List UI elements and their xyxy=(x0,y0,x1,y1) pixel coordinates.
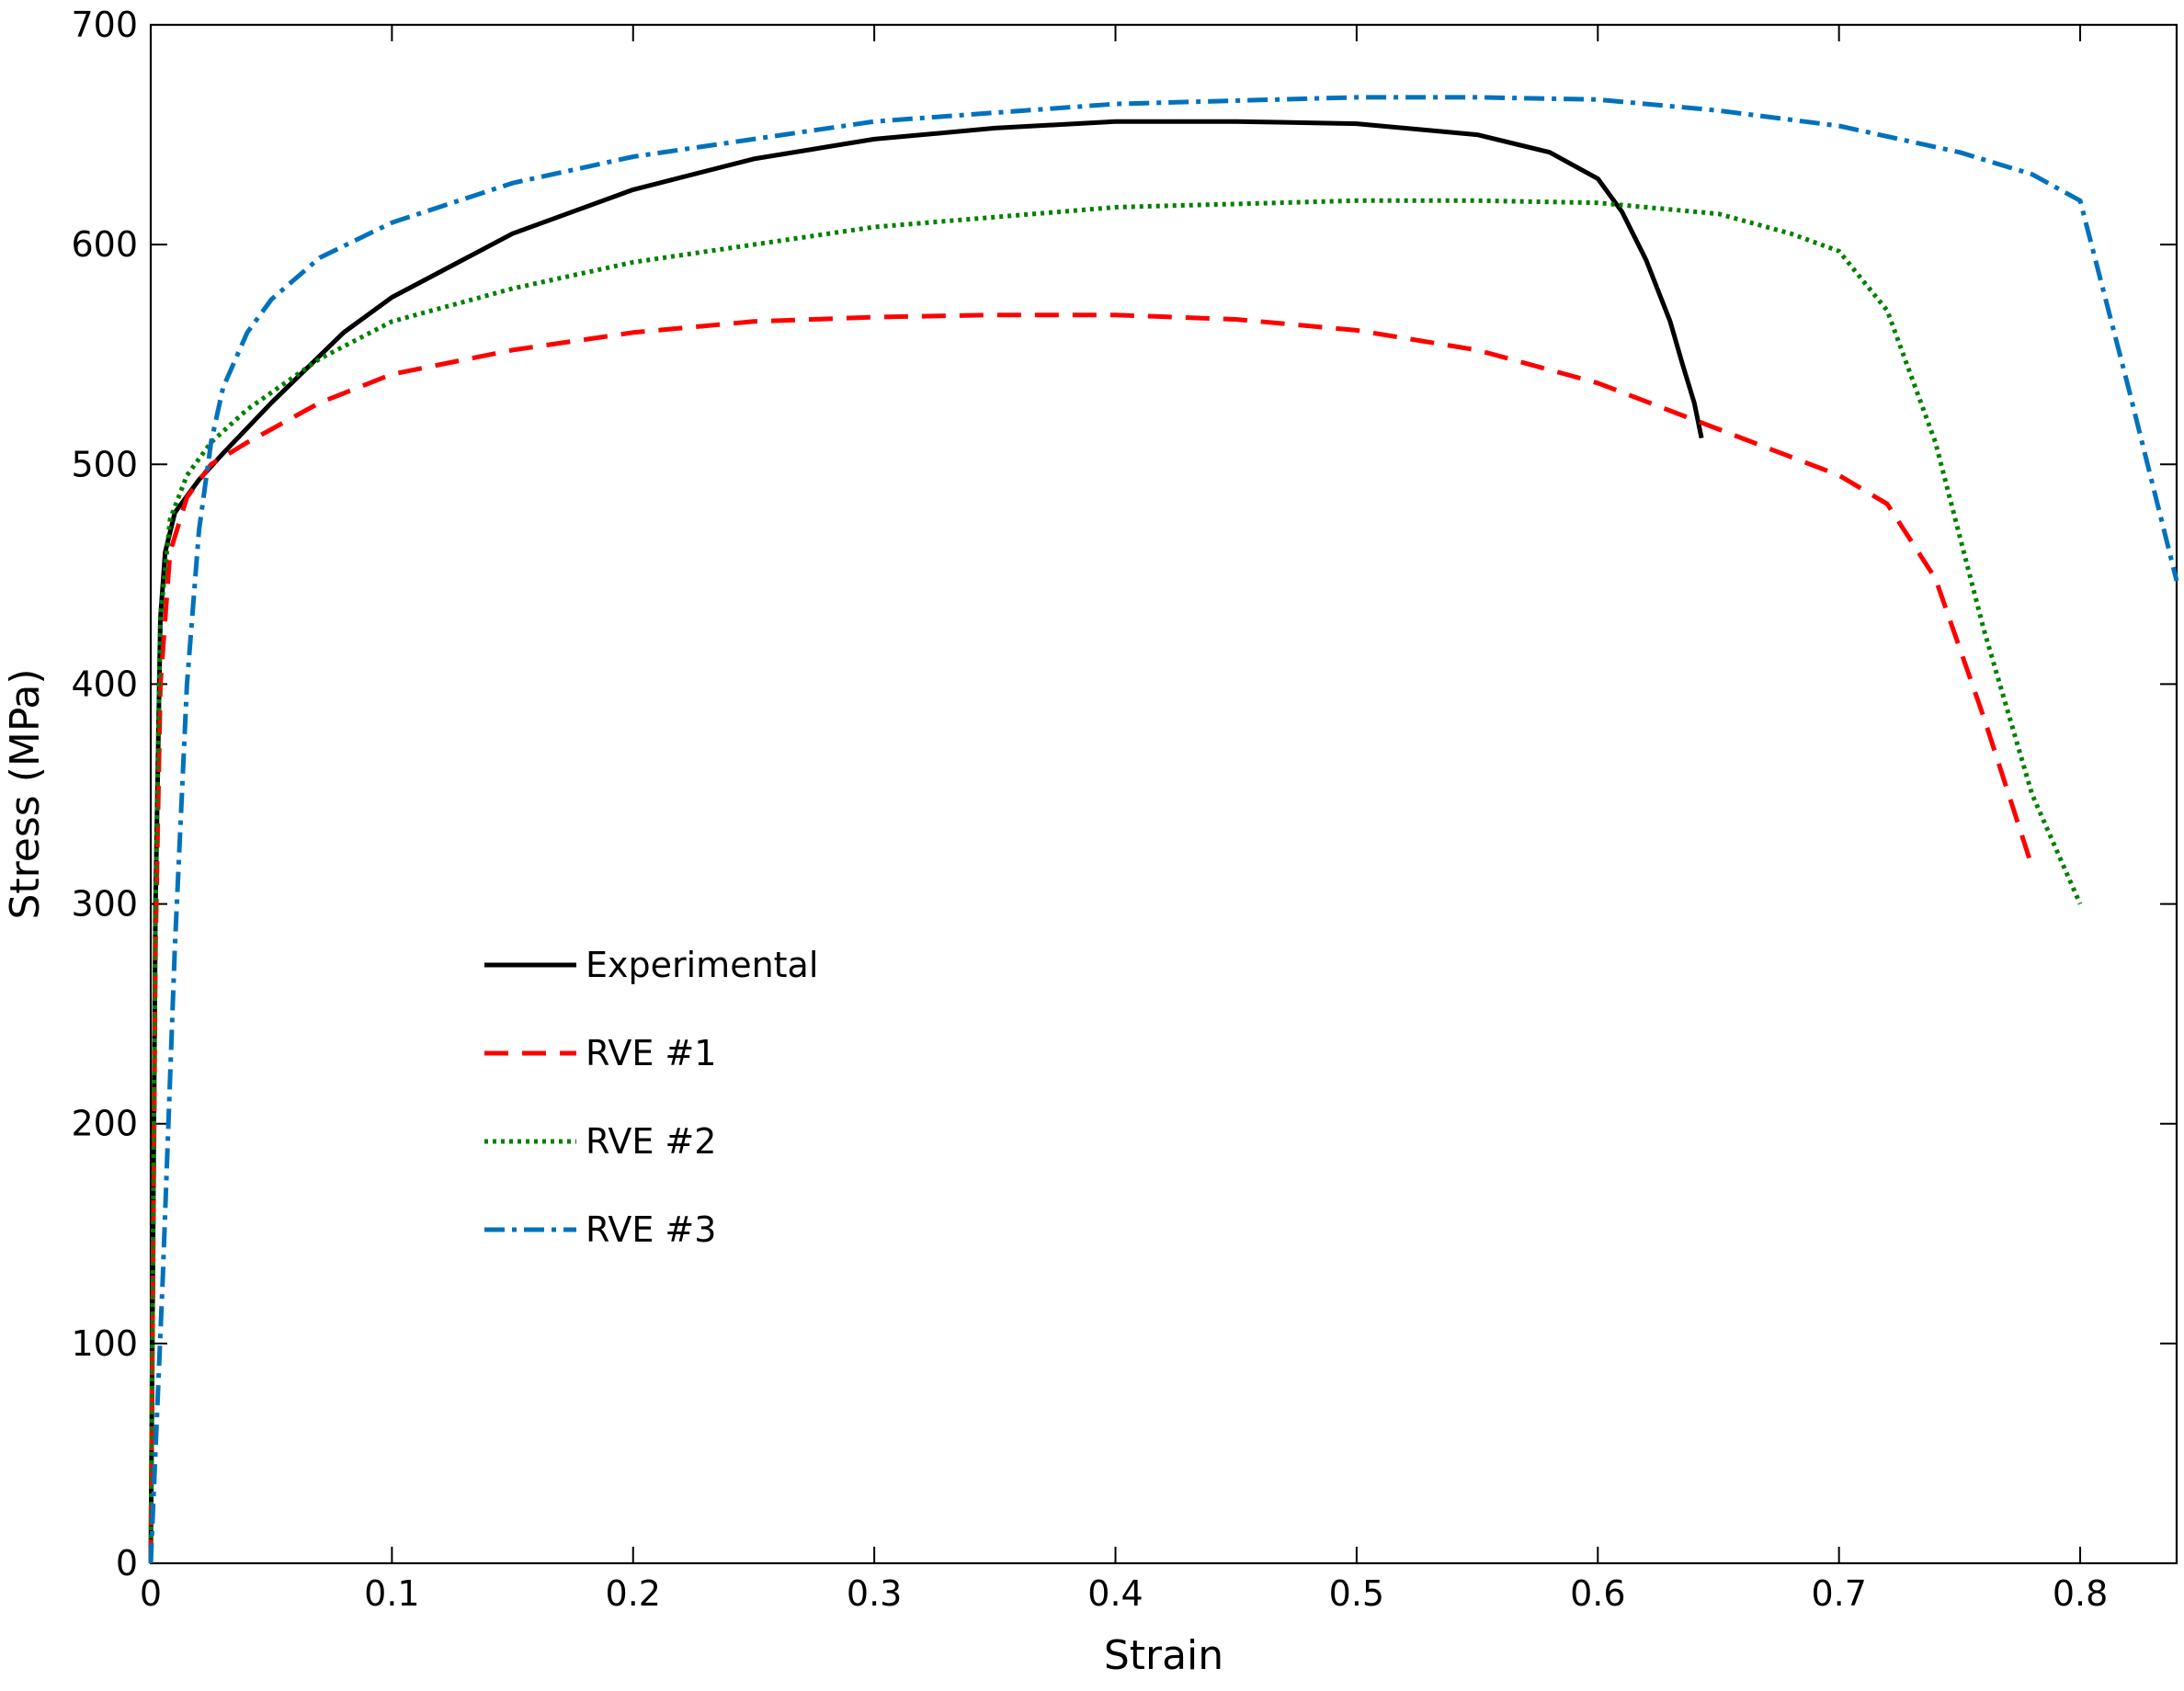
y-tick-label: 100 xyxy=(71,1323,138,1364)
legend-label-3: RVE #2 xyxy=(586,1121,716,1162)
legend-label-1: Experimental xyxy=(586,945,818,985)
x-tick-label: 0.6 xyxy=(1570,1573,1625,1614)
y-tick-label: 500 xyxy=(71,444,138,484)
x-axis-label: Strain xyxy=(1104,1632,1223,1679)
legend: Experimental RVE #1 RVE #2 RVE #3 xyxy=(484,945,818,1250)
series-line-1 xyxy=(148,119,1704,1564)
y-axis-label: Stress (MPa) xyxy=(2,668,49,919)
x-tick-label: 0.7 xyxy=(1811,1573,1866,1614)
legend-label-2: RVE #1 xyxy=(586,1033,716,1073)
y-tick-label: 400 xyxy=(71,664,138,704)
series-layer xyxy=(148,95,2179,1564)
x-tick-label: 0 xyxy=(140,1573,162,1614)
x-tick-label: 0.1 xyxy=(364,1573,419,1614)
x-axis: 0 0.1 0.2 0.3 0.4 0.5 0.6 0.7 0.8 xyxy=(140,25,2108,1614)
x-tick-label: 0.3 xyxy=(847,1573,902,1614)
legend-label-4: RVE #3 xyxy=(586,1209,716,1250)
x-tick-label: 0.2 xyxy=(606,1573,661,1614)
x-tick-label: 0.8 xyxy=(2053,1573,2108,1614)
plot-area xyxy=(149,23,2178,1565)
y-tick-label: 600 xyxy=(71,224,138,265)
series-line-2 xyxy=(148,312,2034,1564)
plot-border xyxy=(149,23,2178,1565)
y-tick-label: 700 xyxy=(71,5,138,45)
y-tick-label: 0 xyxy=(116,1543,138,1583)
y-tick-label: 200 xyxy=(71,1104,138,1144)
y-axis: 0 100 200 300 400 500 600 700 xyxy=(71,5,2177,1583)
x-tick-label: 0.5 xyxy=(1329,1573,1384,1614)
series-line-4 xyxy=(148,95,2179,1564)
series-line-3 xyxy=(148,198,2083,1564)
y-tick-label: 300 xyxy=(71,884,138,925)
x-tick-label: 0.4 xyxy=(1087,1573,1143,1614)
